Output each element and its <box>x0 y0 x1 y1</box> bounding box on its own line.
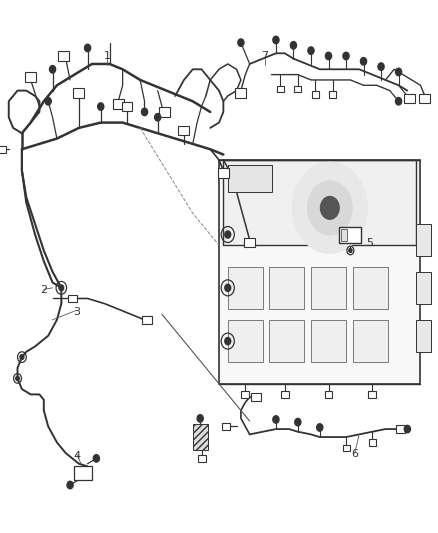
Circle shape <box>225 284 231 292</box>
Circle shape <box>225 231 231 238</box>
Bar <box>228 266 263 309</box>
Bar <box>222 423 230 430</box>
Circle shape <box>93 455 99 462</box>
Bar <box>58 51 69 61</box>
Circle shape <box>293 163 367 253</box>
Bar <box>223 160 416 245</box>
Circle shape <box>98 103 104 110</box>
Circle shape <box>290 42 297 49</box>
Bar <box>329 91 336 98</box>
Bar <box>419 94 430 103</box>
Bar <box>416 224 431 256</box>
Circle shape <box>20 355 24 360</box>
Circle shape <box>295 418 301 426</box>
Circle shape <box>404 425 410 433</box>
Bar <box>228 320 263 362</box>
Circle shape <box>378 63 384 70</box>
Bar <box>325 391 332 398</box>
Circle shape <box>396 68 402 76</box>
Bar <box>142 316 152 324</box>
Circle shape <box>85 44 91 52</box>
Circle shape <box>325 52 332 60</box>
Bar <box>251 393 261 401</box>
Text: 6: 6 <box>351 449 358 459</box>
Text: 7: 7 <box>261 51 268 61</box>
Circle shape <box>343 52 349 60</box>
Bar <box>404 94 415 103</box>
Bar <box>159 107 170 117</box>
Circle shape <box>396 98 402 105</box>
Circle shape <box>308 47 314 54</box>
Circle shape <box>59 285 64 290</box>
Bar <box>198 455 206 462</box>
Text: 1: 1 <box>104 51 111 61</box>
Circle shape <box>155 114 161 121</box>
Bar <box>416 272 431 304</box>
Bar <box>369 439 376 446</box>
Bar <box>193 424 208 450</box>
Circle shape <box>360 58 367 65</box>
Bar <box>218 168 229 178</box>
Circle shape <box>67 481 73 489</box>
Bar <box>73 88 84 98</box>
Bar <box>368 391 376 398</box>
Text: 2: 2 <box>40 286 47 295</box>
Bar <box>312 91 319 98</box>
Circle shape <box>197 415 203 422</box>
Bar <box>121 102 132 111</box>
Circle shape <box>45 98 51 105</box>
Bar <box>0 146 6 153</box>
Bar <box>178 126 189 135</box>
Bar <box>269 266 304 309</box>
Circle shape <box>225 337 231 345</box>
Circle shape <box>349 248 352 253</box>
Bar <box>228 165 272 192</box>
Bar <box>25 72 36 82</box>
Polygon shape <box>74 466 92 480</box>
Bar <box>343 445 350 451</box>
Bar <box>396 425 405 433</box>
Text: 3: 3 <box>73 307 80 317</box>
Circle shape <box>273 416 279 423</box>
Bar <box>236 88 247 98</box>
Circle shape <box>273 36 279 44</box>
Bar <box>353 320 388 362</box>
Bar <box>311 266 346 309</box>
Bar <box>269 320 304 362</box>
Text: 4: 4 <box>73 451 80 461</box>
Bar <box>244 238 255 247</box>
Bar <box>241 391 249 398</box>
Bar <box>281 391 289 398</box>
Circle shape <box>49 66 56 73</box>
Bar <box>341 229 347 241</box>
Bar <box>339 227 361 243</box>
Circle shape <box>238 39 244 46</box>
Bar <box>353 266 388 309</box>
Circle shape <box>141 108 148 116</box>
Circle shape <box>307 181 352 235</box>
Bar <box>68 295 77 302</box>
Bar <box>294 86 301 92</box>
Bar <box>311 320 346 362</box>
Text: 5: 5 <box>367 238 374 247</box>
Bar <box>113 99 124 109</box>
Bar <box>416 320 431 352</box>
FancyBboxPatch shape <box>219 160 420 384</box>
Circle shape <box>317 424 323 431</box>
Circle shape <box>16 376 19 381</box>
Bar <box>277 86 284 92</box>
Circle shape <box>321 197 339 219</box>
